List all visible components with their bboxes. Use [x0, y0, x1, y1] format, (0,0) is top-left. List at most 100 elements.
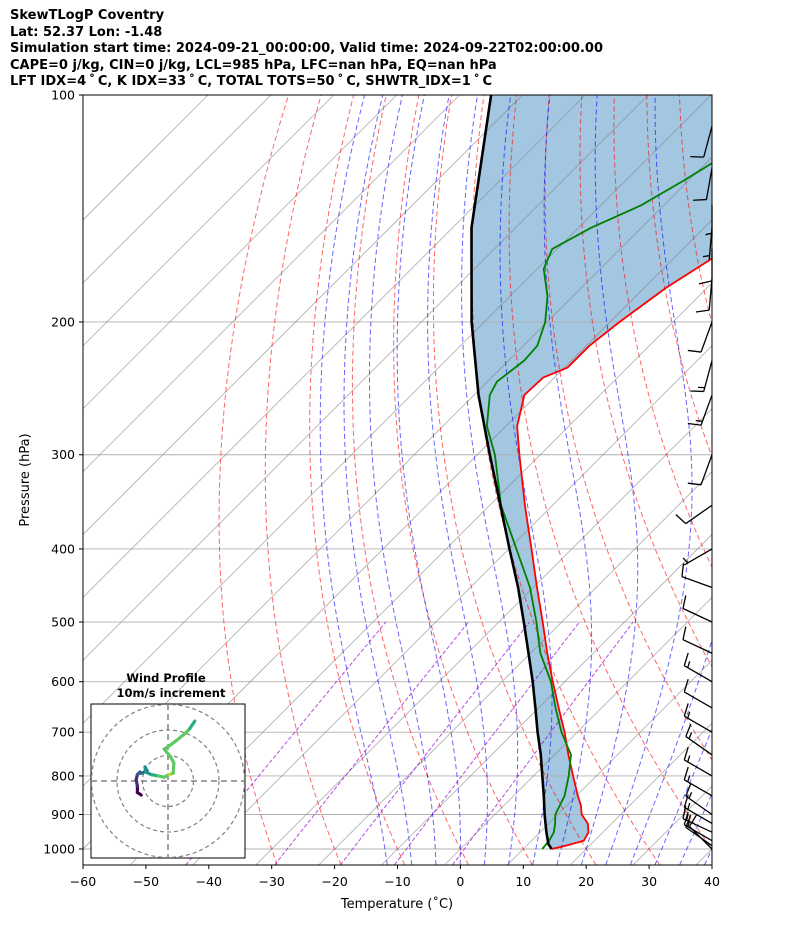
- wind-barb-half-feather: [687, 802, 691, 810]
- dry-adiabat-line: [544, 95, 712, 761]
- y-tick-label: 1000: [43, 842, 75, 857]
- wind-barb-feather: [685, 723, 692, 737]
- wind-barb-half-feather: [687, 661, 691, 668]
- wind-barb-staff: [705, 167, 713, 200]
- isotherm-line: [444, 596, 712, 865]
- wind-barb: [683, 746, 713, 777]
- wind-barb-staff: [682, 639, 713, 654]
- wind-barb: [685, 723, 713, 756]
- wind-barb-half-feather: [687, 775, 691, 782]
- title-times: Simulation start time: 2024-09-21_00:00:…: [10, 41, 603, 56]
- x-tick-label: 40: [704, 874, 720, 889]
- wind-barb-half-feather: [695, 419, 703, 423]
- dry-adiabat-line: [711, 95, 712, 102]
- x-axis-label: Temperature (˚C): [340, 896, 453, 912]
- wind-barb-staff: [682, 607, 713, 623]
- wind-barb: [693, 167, 713, 201]
- wind-barb-staff: [708, 278, 713, 311]
- title-station: SkewTLogP Coventry: [10, 8, 165, 23]
- wind-barb-feather: [698, 280, 713, 285]
- wind-barb-staff: [683, 759, 713, 777]
- y-tick-label: 100: [51, 88, 75, 103]
- y-tick-label: 800: [51, 768, 75, 783]
- moist-adiabat-line: [319, 95, 388, 865]
- x-tick-label: −20: [321, 874, 347, 889]
- isotherm-line: [83, 95, 712, 724]
- hodograph-trace-segment: [188, 719, 197, 731]
- dry-adiabat-line: [264, 95, 342, 865]
- title-cape-line: CAPE=0 j/kg, CIN=0 j/kg, LCL=985 hPa, LF…: [10, 57, 497, 73]
- moist-adiabat-line: [461, 95, 519, 865]
- moist-adiabat-line: [343, 95, 413, 865]
- wind-barb: [682, 595, 713, 623]
- mixing-ratio-line: [339, 621, 530, 865]
- wind-barb-staff: [703, 126, 713, 158]
- dry-adiabat-line: [777, 95, 794, 865]
- wind-barb: [683, 703, 713, 733]
- y-tick-label: 200: [51, 314, 75, 329]
- wind-barb-staff: [703, 360, 713, 392]
- wind-barb: [690, 126, 713, 158]
- wind-barb-feather: [682, 626, 687, 640]
- x-tick-label: 20: [578, 874, 594, 889]
- hodograph-subtitle: 10m/s increment: [117, 686, 226, 700]
- x-tick-label: 0: [456, 874, 464, 889]
- wind-barb: [705, 205, 713, 238]
- dry-adiabat-line: [432, 95, 597, 865]
- cape-cin-fill-layer: [471, 95, 712, 849]
- x-tick-label: 30: [641, 874, 657, 889]
- isotherm-line: [318, 471, 712, 865]
- wind-barb-staff: [685, 795, 713, 816]
- moist-adiabat-line: [369, 95, 437, 865]
- moist-adiabat-line: [427, 95, 488, 865]
- y-tick-label: 700: [51, 725, 75, 740]
- mixing-ratio-line: [274, 621, 469, 865]
- moist-adiabat-line: [543, 95, 593, 865]
- wind-barb: [683, 766, 713, 797]
- moist-adiabat-line: [605, 95, 693, 865]
- isotherm-line: [192, 345, 712, 865]
- y-tick-label: 900: [51, 807, 75, 822]
- wind-barb-staff: [683, 806, 713, 825]
- wind-barb-half-feather: [682, 557, 689, 564]
- y-tick-label: 400: [51, 541, 75, 556]
- profile-lines-layer: [470, 95, 712, 850]
- wind-barb: [682, 548, 713, 566]
- isotherm-line: [569, 722, 712, 865]
- wind-barbs-layer: [675, 126, 713, 850]
- wind-barb-feather: [675, 514, 687, 525]
- hodograph-trace-segment: [175, 732, 187, 742]
- isotherm-line: [255, 408, 712, 865]
- hodograph-inset: Wind Profile 10m/s increment: [90, 671, 246, 859]
- wind-barb: [683, 678, 713, 709]
- x-tick-label: −10: [384, 874, 410, 889]
- mixing-ratio-line: [452, 621, 634, 865]
- isotherm-line: [83, 95, 335, 347]
- dry-adiabat-line: [351, 95, 469, 865]
- wind-barb-staff: [685, 504, 713, 525]
- wind-barb-staff: [682, 818, 713, 833]
- x-tick-label: −30: [259, 874, 285, 889]
- moist-adiabat-line: [679, 792, 712, 865]
- moist-adiabat-line: [703, 847, 712, 865]
- wind-barb-half-feather: [688, 792, 693, 799]
- wind-barb-feather: [688, 814, 697, 827]
- wind-barb-half-feather: [705, 232, 713, 236]
- hodograph-trace-segment: [171, 761, 176, 775]
- wind-barb-half-feather: [687, 755, 691, 763]
- wind-barb-staff: [683, 548, 713, 566]
- wind-barb-staff: [685, 826, 713, 847]
- title-indices-line: LFT IDX=4 ˚ C, K IDX=33 ˚ C, TOTAL TOTS=…: [10, 74, 493, 89]
- wind-barb-feather: [693, 198, 707, 201]
- isotherm-line: [83, 95, 523, 536]
- y-axis-label: Pressure (hPa): [18, 433, 33, 526]
- temperature-profile-line: [516, 257, 712, 850]
- isotherm-line: [381, 533, 712, 865]
- hodograph-trace-segment: [162, 747, 173, 759]
- isotherm-line: [83, 95, 460, 473]
- x-tick-label: −60: [70, 874, 96, 889]
- wind-barb-staff: [700, 454, 713, 486]
- wind-barb-feather: [682, 595, 687, 609]
- wind-barb-staff: [685, 735, 713, 756]
- wind-barb: [687, 394, 713, 426]
